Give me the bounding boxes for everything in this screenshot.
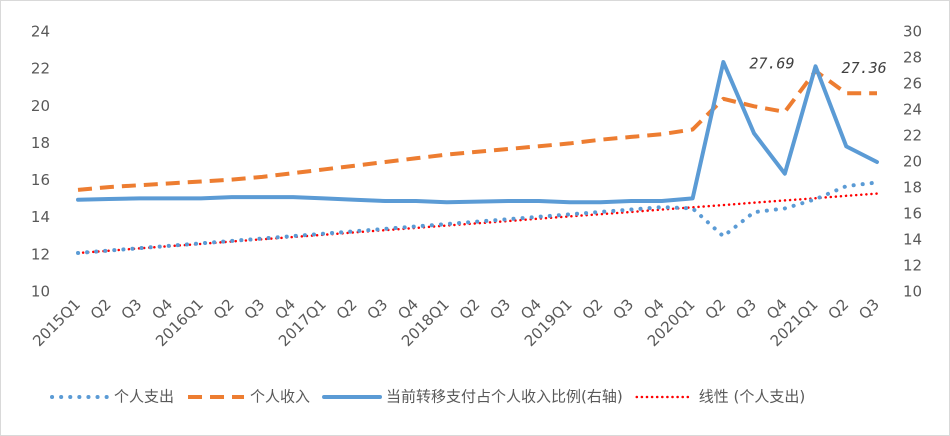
- y-tick-label: 14: [31, 208, 50, 226]
- y-tick-label: 16: [31, 171, 50, 189]
- y2-tick-label: 12: [903, 257, 922, 275]
- legend-label: 当前转移支付占个人收入比例(右轴): [386, 388, 623, 406]
- y-tick-label: 24: [31, 23, 50, 41]
- y-tick-label: 12: [31, 245, 50, 263]
- y2-tick-label: 22: [903, 127, 922, 145]
- data-label: 27.69: [749, 55, 794, 73]
- series-line: [76, 180, 879, 255]
- series-line: [77, 69, 877, 192]
- y2-tick-label: 28: [903, 49, 922, 67]
- legend-label: 个人支出: [114, 388, 174, 406]
- y2-tick-label: 16: [903, 205, 922, 223]
- y-tick-label: 22: [31, 60, 50, 78]
- y2-tick-label: 18: [903, 179, 922, 197]
- y-tick-label: 20: [31, 97, 50, 115]
- y2-tick-label: 30: [903, 23, 922, 41]
- legend-label: 个人收入: [250, 388, 310, 406]
- y2-tick-label: 20: [903, 153, 922, 171]
- y-tick-label: 18: [31, 134, 50, 152]
- data-label: 27.36: [842, 59, 887, 77]
- y2-tick-label: 14: [903, 231, 922, 249]
- y2-tick-label: 26: [903, 75, 922, 93]
- series-line: [76, 192, 879, 255]
- series-line: [76, 60, 879, 205]
- y-tick-label: 10: [31, 283, 50, 301]
- y2-tick-label: 10: [903, 283, 922, 301]
- y2-tick-label: 24: [903, 101, 922, 119]
- legend-label: 线性 (个人支出): [699, 388, 805, 406]
